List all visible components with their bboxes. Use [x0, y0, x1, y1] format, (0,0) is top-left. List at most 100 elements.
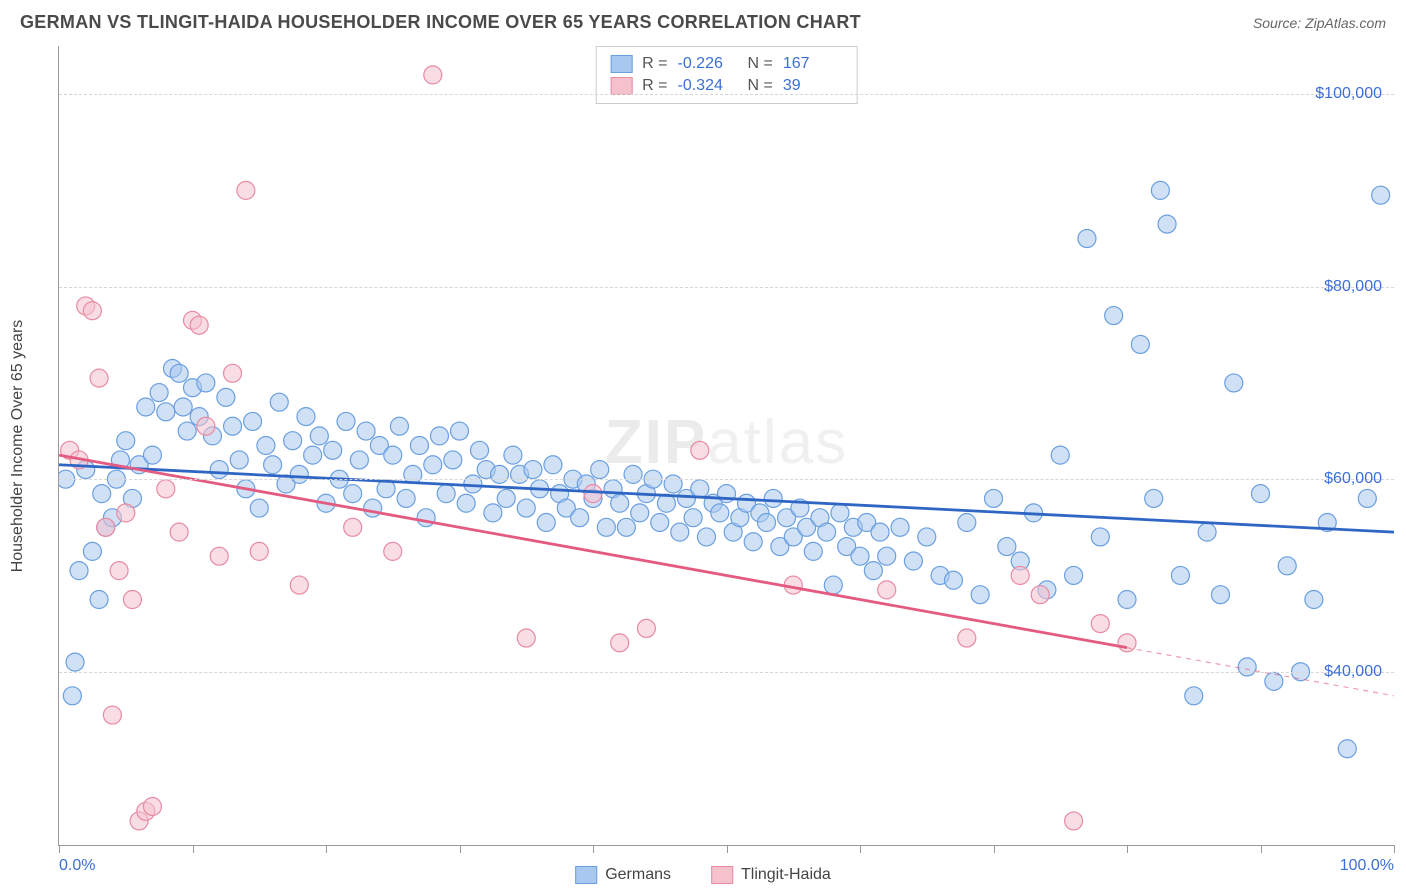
- scatter-point: [97, 518, 115, 536]
- scatter-point: [61, 441, 79, 459]
- scatter-point: [290, 465, 308, 483]
- scatter-point: [671, 523, 689, 541]
- scatter-point: [178, 422, 196, 440]
- scatter-point: [290, 576, 308, 594]
- scatter-point: [184, 311, 202, 329]
- scatter-point: [297, 408, 315, 426]
- scatter-point: [250, 542, 268, 560]
- n-value-germans: 167: [783, 55, 843, 73]
- scatter-point: [197, 374, 215, 392]
- scatter-point: [471, 441, 489, 459]
- n-value-tlingit: 39: [783, 77, 843, 95]
- ytick-label: $60,000: [1324, 470, 1382, 488]
- gridline: [59, 479, 1394, 480]
- scatter-point: [1158, 215, 1176, 233]
- scatter-point: [1025, 504, 1043, 522]
- scatter-point: [170, 523, 188, 541]
- scatter-point: [430, 427, 448, 445]
- scatter-point: [404, 465, 422, 483]
- scatter-point: [310, 427, 328, 445]
- scatter-point: [344, 518, 362, 536]
- scatter-point: [918, 528, 936, 546]
- scatter-point: [985, 489, 1003, 507]
- scatter-point: [577, 475, 595, 493]
- ytick-label: $80,000: [1324, 278, 1382, 296]
- xtick-label: 0.0%: [59, 857, 95, 875]
- plot-area: ZIPatlas R = -0.226 N = 167 R = -0.324 N…: [58, 46, 1394, 846]
- scatter-point: [1225, 374, 1243, 392]
- scatter-point: [1372, 186, 1390, 204]
- scatter-point: [451, 422, 469, 440]
- stats-legend-box: R = -0.226 N = 167 R = -0.324 N = 39: [595, 46, 858, 104]
- scatter-point: [664, 475, 682, 493]
- scatter-point: [270, 393, 288, 411]
- legend-label-germans: Germans: [605, 866, 671, 884]
- stats-row-germans: R = -0.226 N = 167: [610, 53, 843, 75]
- scatter-point: [190, 408, 208, 426]
- scatter-point: [677, 489, 695, 507]
- xtick: [1394, 845, 1395, 853]
- scatter-point: [90, 591, 108, 609]
- scatter-point: [778, 509, 796, 527]
- gridline: [59, 672, 1394, 673]
- scatter-point: [904, 552, 922, 570]
- scatter-point: [437, 485, 455, 503]
- scatter-point: [83, 542, 101, 560]
- scatter-point: [90, 369, 108, 387]
- scatter-point: [764, 489, 782, 507]
- scatter-point: [210, 461, 228, 479]
- scatter-point: [844, 518, 862, 536]
- scatter-point: [1091, 615, 1109, 633]
- scatter-point: [224, 364, 242, 382]
- xtick: [727, 845, 728, 853]
- xtick: [326, 845, 327, 853]
- scatter-point: [731, 509, 749, 527]
- scatter-point: [210, 547, 228, 565]
- scatter-point: [824, 576, 842, 594]
- scatter-point: [1278, 557, 1296, 575]
- scatter-point: [197, 417, 215, 435]
- scatter-point: [744, 533, 762, 551]
- scatter-point: [504, 446, 522, 464]
- scatter-point: [143, 797, 161, 815]
- scatter-point: [891, 518, 909, 536]
- scatter-point: [998, 538, 1016, 556]
- scatter-point: [244, 412, 262, 430]
- scatter-point: [551, 485, 569, 503]
- scatter-point: [804, 542, 822, 560]
- scatter-point: [1145, 489, 1163, 507]
- scatter-point: [604, 480, 622, 498]
- scatter-point: [571, 509, 589, 527]
- scatter-point: [724, 523, 742, 541]
- scatter-point: [103, 706, 121, 724]
- scatter-point: [958, 629, 976, 647]
- scatter-point: [1065, 566, 1083, 584]
- scatter-point: [190, 316, 208, 334]
- scatter-point: [751, 504, 769, 522]
- scatter-point: [1051, 446, 1069, 464]
- scatter-point: [1118, 634, 1136, 652]
- scatter-point: [357, 422, 375, 440]
- xtick-label: 100.0%: [1340, 857, 1394, 875]
- scatter-point: [1171, 566, 1189, 584]
- scatter-point: [858, 514, 876, 532]
- scatter-point: [117, 504, 135, 522]
- scatter-point: [798, 518, 816, 536]
- r-value-germans: -0.226: [678, 55, 738, 73]
- xtick: [593, 845, 594, 853]
- legend-item-germans: Germans: [575, 866, 671, 884]
- watermark: ZIPatlas: [605, 406, 848, 477]
- scatter-point: [77, 297, 95, 315]
- scatter-point: [237, 181, 255, 199]
- scatter-point: [174, 398, 192, 416]
- scatter-point: [237, 480, 255, 498]
- scatter-point: [444, 451, 462, 469]
- scatter-point: [384, 542, 402, 560]
- scatter-point: [711, 504, 729, 522]
- scatter-point: [958, 514, 976, 532]
- scatter-point: [364, 499, 382, 517]
- scatter-point: [818, 523, 836, 541]
- scatter-point: [93, 485, 111, 503]
- scatter-point: [1105, 307, 1123, 325]
- scatter-point: [157, 480, 175, 498]
